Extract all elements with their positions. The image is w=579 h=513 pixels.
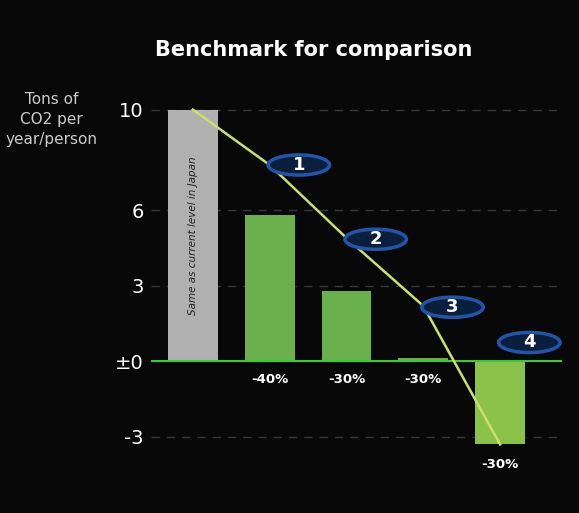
Text: 1: 1 [292, 156, 305, 174]
Text: 4: 4 [523, 333, 536, 351]
Bar [245, 215, 295, 361]
Text: Tons of
CO2 per
year/person: Tons of CO2 per year/person [6, 92, 98, 147]
Text: Benchmark for comparison: Benchmark for comparison [155, 40, 472, 60]
Bar [398, 359, 448, 361]
Circle shape [499, 332, 560, 352]
Text: -30%: -30% [405, 373, 442, 386]
Text: Same as current level in Japan: Same as current level in Japan [188, 156, 198, 315]
Text: -30%: -30% [482, 458, 519, 471]
Circle shape [345, 229, 406, 249]
Text: 3: 3 [446, 298, 459, 316]
Text: 2: 2 [369, 230, 382, 248]
Circle shape [422, 297, 483, 318]
Bar [321, 291, 372, 361]
Bar [475, 361, 525, 444]
Text: -40%: -40% [251, 373, 288, 386]
Text: -30%: -30% [328, 373, 365, 386]
Bar [168, 110, 218, 361]
Circle shape [268, 155, 329, 175]
